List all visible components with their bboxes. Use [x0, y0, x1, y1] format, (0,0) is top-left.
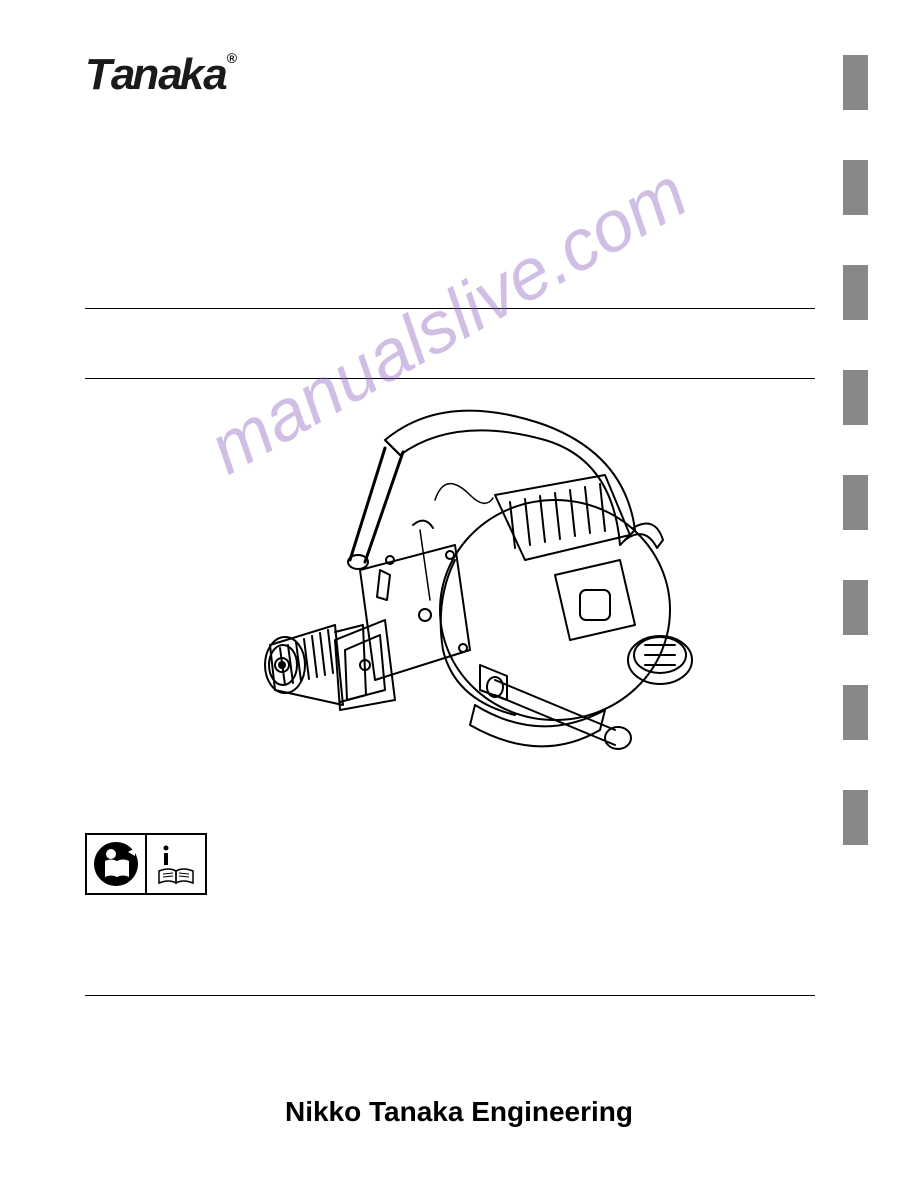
side-tab-3 [843, 265, 868, 320]
read-operator-icon [85, 833, 147, 895]
side-tab-7 [843, 685, 868, 740]
company-name: Nikko Tanaka Engineering [0, 1096, 918, 1128]
registered-mark: ® [227, 50, 236, 66]
side-tab-2 [843, 160, 868, 215]
divider-line-3 [85, 995, 815, 996]
info-book-icon [145, 833, 207, 895]
language-tabs [843, 55, 868, 845]
divider-line-2 [85, 378, 815, 379]
logo-text: Tanaka [85, 50, 225, 99]
side-tab-6 [843, 580, 868, 635]
side-tab-1 [843, 55, 868, 110]
side-tab-5 [843, 475, 868, 530]
side-tab-8 [843, 790, 868, 845]
divider-line-1 [85, 308, 815, 309]
side-tab-4 [843, 370, 868, 425]
product-illustration [185, 400, 725, 800]
brand-logo: Tanaka® [85, 50, 236, 100]
manual-cover-page: Tanaka® manualslive.com [0, 0, 918, 1188]
safety-icons-row [85, 833, 207, 895]
